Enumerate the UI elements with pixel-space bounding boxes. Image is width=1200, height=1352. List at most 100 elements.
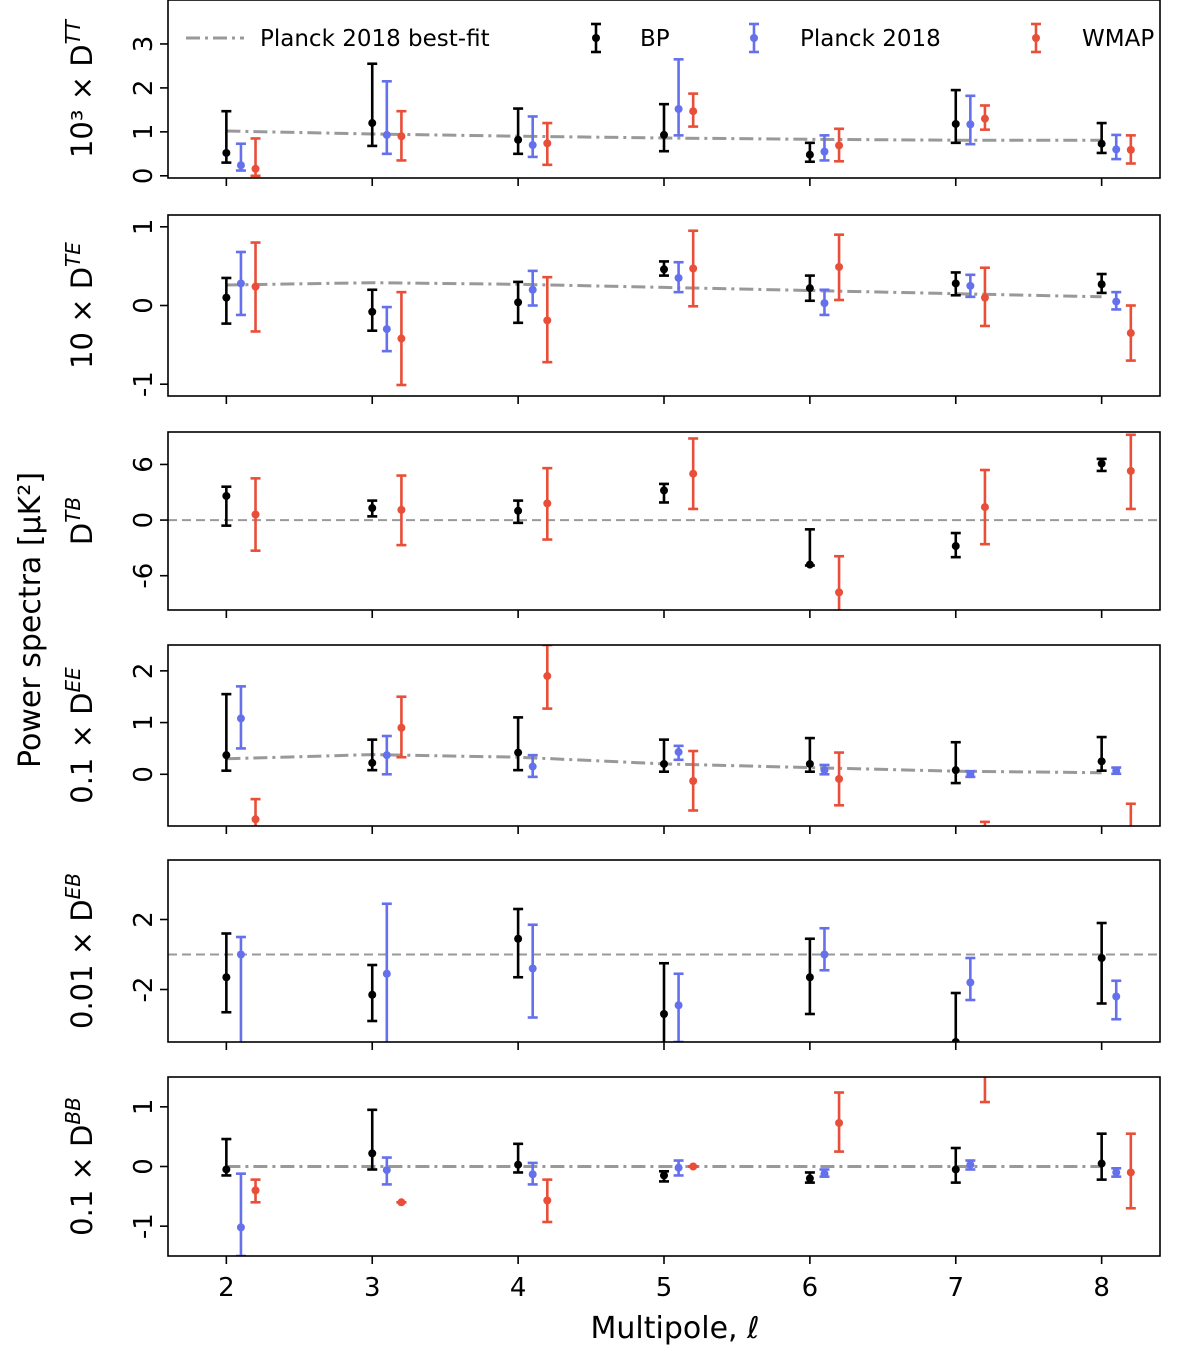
data-point [368,758,377,767]
data-point [382,1166,391,1175]
errorbar [950,991,961,1042]
data-point [820,299,829,308]
series-wmap [250,645,1136,856]
errorbar [527,269,538,307]
y-tick-label: 1 [129,714,159,731]
data-point [674,748,683,757]
data-point [981,848,989,856]
data-point [966,1160,975,1169]
errorbar [965,1159,976,1171]
y-tick-label: 0 [129,168,159,185]
errorbar [367,963,378,1023]
data-point [835,588,844,597]
errorbar [659,961,669,1042]
series-bp [221,692,1107,785]
data-point [222,751,231,760]
data-point [236,1223,245,1232]
data-point [805,284,814,293]
errorbar [950,88,961,145]
series-wmap [250,229,1136,387]
errorbar [950,1146,961,1184]
data-point [514,135,523,144]
data-point [660,265,668,274]
data-point [1097,757,1106,766]
errorbar [367,288,378,332]
errorbar [527,753,538,779]
legend-label: BP [640,26,670,52]
errorbar [396,695,407,759]
data-point [251,815,260,824]
data-point [835,774,844,783]
data-point [382,130,391,139]
errorbar [1125,433,1136,511]
errorbar [250,241,261,333]
data-point [236,950,245,959]
data-point [222,491,231,500]
series-wmap [250,92,1136,178]
errorbar [396,474,407,547]
errorbar [965,273,976,299]
errorbar [659,260,669,277]
legend-entry: WMAP [1031,22,1154,54]
series-bp [221,260,1107,332]
errorbar [367,1108,378,1171]
errorbar [834,554,845,610]
errorbar [979,820,990,856]
y-tick-label: 0 [129,512,159,529]
data-point [1126,329,1135,338]
legend-entry: Planck 2018 [749,22,941,54]
x-tick-label: 2 [218,1273,235,1303]
errorbar [235,142,246,172]
errorbar [819,763,830,776]
errorbar [688,92,699,128]
data-point [514,1160,523,1169]
panel-ylabel: 0.1 × DBB [61,1097,99,1236]
data-point [820,950,829,959]
errorbar [688,437,699,511]
data-point [981,1067,989,1075]
data-point [1097,139,1106,148]
data-point [368,1149,377,1158]
errorbar [513,1142,524,1174]
errorbar [1096,921,1107,1005]
data-point [689,469,698,478]
series-planck-2018 [235,58,1122,172]
errorbar [381,1156,392,1186]
errorbar [659,738,669,774]
errorbar [1125,802,1136,826]
y-tick-label: 1 [129,219,159,236]
data-point [382,969,391,978]
x-tick-label: 4 [510,1273,527,1303]
data-point [251,164,260,173]
errorbar [834,127,845,163]
x-tick-label: 5 [656,1273,673,1303]
panel-ylabel: 10 × DTE [61,242,99,369]
errorbar [819,288,830,317]
y-tick-label: 6 [129,456,159,473]
x-tick-label: 3 [364,1273,381,1303]
panel-te: -1 0 1 10 × DTE [61,214,1161,404]
data-point [236,161,245,170]
errorbar [513,499,524,525]
errorbar [527,115,538,159]
errorbar [965,94,976,146]
data-point [543,139,552,148]
errorbar [950,531,961,559]
errorbar [673,1159,684,1177]
errorbar [979,104,990,131]
series-planck-2018 [235,685,1122,779]
errorbar [396,1198,407,1207]
panel-ylabel: 0.01 × DEB [61,873,99,1029]
errorbar [819,1168,830,1178]
errorbar [688,229,699,308]
data-point [951,766,960,775]
data-point [674,104,683,113]
errorbar [1096,735,1107,772]
data-point [222,148,231,157]
data-point [397,505,406,514]
errorbar [381,305,392,353]
plot-area-bb [221,1067,1136,1256]
errorbar [804,736,815,774]
errorbar [381,80,392,156]
errorbar [659,102,669,153]
